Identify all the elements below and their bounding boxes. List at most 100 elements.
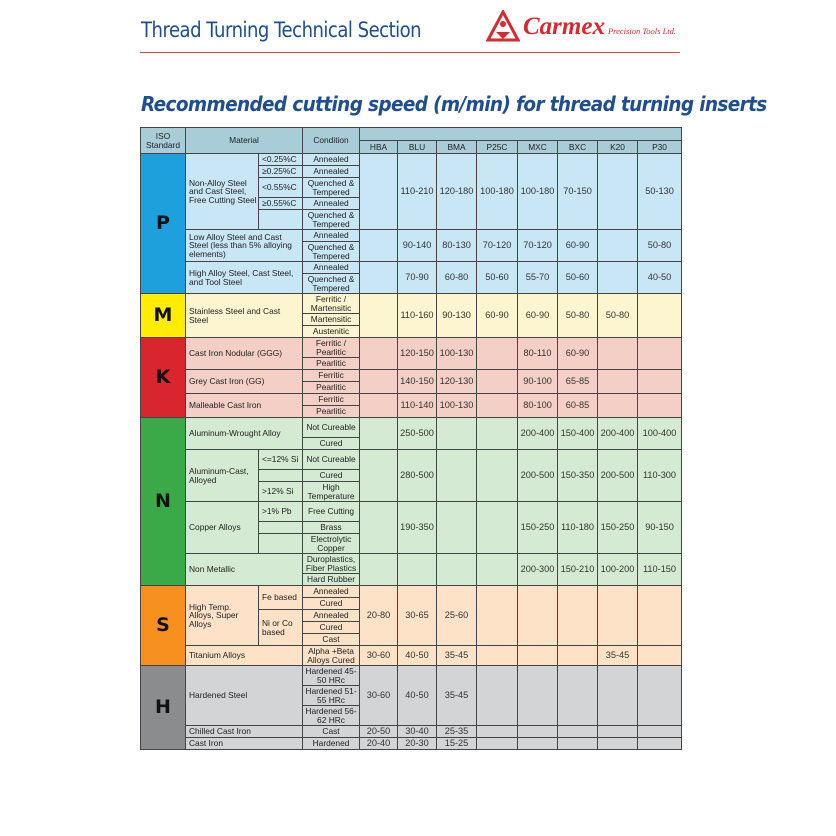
grade-header-p30: P30 [637, 140, 683, 154]
condition-cell: Cured [302, 621, 361, 634]
speed-bxc [557, 645, 599, 666]
speed-p25c [476, 501, 519, 554]
speed-bxc: 150-210 [557, 553, 599, 586]
speed-hba [359, 293, 399, 338]
speed-hba [359, 393, 399, 418]
speed-hba [359, 553, 399, 586]
speed-p30: 100-400 [637, 417, 683, 450]
iso-letter-k: K [140, 337, 186, 418]
condition-cell: Martensitic [302, 313, 361, 326]
speed-mxc: 90-100 [517, 369, 559, 394]
condition-cell: Cast [302, 725, 361, 738]
speed-hba: 20-40 [359, 737, 399, 750]
table-row: H Hardened Steel Hardened 45-50 HRc 30-60 40… [140, 665, 683, 750]
speed-blu: 90-140 [397, 229, 438, 262]
speed-blu [397, 553, 438, 586]
grade-header-bxc: BXC [557, 140, 599, 154]
speed-mxc: 200-300 [517, 553, 559, 586]
material-subtype: <0.55%C [257, 177, 304, 198]
condition-cell: Ferritic [302, 369, 361, 382]
speed-blu: 110-140 [397, 393, 438, 418]
material-subtype: Ni or Co based [257, 609, 304, 646]
table-row: Titanium Alloys Alpha +Beta Alloys Cured 3… [140, 645, 683, 666]
material-subtype: >12% Si [257, 481, 304, 502]
speed-hba [359, 501, 399, 554]
speed-k20 [597, 585, 639, 646]
speed-mxc [517, 585, 559, 646]
speed-bxc: 150-400 [557, 417, 599, 450]
speed-bxc: 60-85 [557, 393, 599, 418]
speed-bxc: 50-80 [557, 293, 599, 338]
material-name: Cast Iron Nodular (GGG) [184, 337, 304, 370]
speed-blu: 30-40 [397, 725, 438, 738]
condition-cell: Hardened 56-62 HRc [302, 705, 361, 726]
speed-hba [359, 153, 399, 230]
iso-letter-s: S [140, 585, 186, 666]
logo-name: Carmex [523, 13, 605, 40]
speed-k20 [597, 369, 639, 394]
grade-header-mxc: MXC [517, 140, 559, 154]
material-subtype: ≥0.25%C [257, 165, 304, 178]
grade-header-bma: BMA [436, 140, 478, 154]
speed-bma: 90-130 [436, 293, 478, 338]
material-name: Copper Alloys [185, 501, 259, 554]
speed-k20: 100-200 [597, 553, 639, 586]
speed-k20 [597, 261, 639, 294]
material-subtype: Fe based [257, 585, 304, 610]
speed-p25c: 50-60 [476, 261, 519, 294]
speed-bxc: 60-90 [557, 229, 599, 262]
condition-cell: Hardened [302, 737, 361, 750]
table-title: Recommended cutting speed (m/min) for th… [141, 92, 767, 116]
speed-bxc [557, 585, 599, 646]
speed-bxc: 65-85 [557, 369, 599, 394]
speed-hba [359, 417, 399, 450]
material-name: Aluminum-Wrought Alloy [184, 417, 304, 450]
speed-k20: 200-400 [597, 417, 639, 450]
speed-p30: 110-300 [637, 449, 683, 502]
speed-hba [359, 369, 399, 394]
table-row: M Stainless Steel and Cast Steel Ferritic … [140, 293, 683, 338]
speed-p30 [637, 293, 683, 338]
condition-cell: Annealed [302, 609, 361, 622]
speed-bxc: 70-150 [557, 153, 599, 230]
header-divider [140, 52, 680, 53]
speed-bma: 100-130 [436, 337, 478, 370]
speed-blu: 20-30 [397, 737, 438, 750]
material-subtype [257, 533, 304, 554]
table-row: High Alloy Steel, Cast Steel, and Tool S… [140, 261, 683, 294]
speed-bma [436, 501, 478, 554]
material-name: Non-Alloy Steel and Cast Steel, Free Cut… [185, 153, 259, 230]
speed-k20 [597, 737, 639, 750]
speed-blu: 110-210 [397, 153, 438, 230]
speed-p30: 40-50 [637, 261, 683, 294]
speed-mxc: 100-180 [517, 153, 559, 230]
speed-p25c: 70-120 [476, 229, 519, 262]
speed-bxc [557, 725, 599, 738]
grade-header-blu: BLU [397, 140, 438, 154]
speed-p25c [476, 665, 519, 726]
speed-k20 [597, 337, 639, 370]
speed-p30 [637, 665, 683, 726]
speed-hba: 20-50 [359, 725, 399, 738]
condition-cell: Pearlitic [302, 381, 361, 394]
speed-blu: 120-150 [397, 337, 438, 370]
speed-blu: 140-150 [397, 369, 438, 394]
header-iso: ISO Standard [140, 127, 186, 154]
speed-bxc: 110-180 [557, 501, 599, 554]
speed-k20 [597, 229, 639, 262]
speed-blu: 40-50 [397, 665, 438, 726]
material-name: Titanium Alloys [184, 645, 304, 666]
speed-bma [436, 449, 478, 502]
speed-bma [436, 417, 478, 450]
table-row: Grey Cast Iron (GG) Ferritic 140-150 120-13… [140, 369, 683, 394]
speed-mxc [517, 725, 559, 738]
speed-p25c [476, 645, 519, 666]
iso-letter-h: H [140, 665, 186, 750]
speed-blu: 250-500 [397, 417, 438, 450]
iso-letter-p: P [140, 153, 186, 294]
speed-k20: 35-45 [597, 645, 639, 666]
speed-p25c [476, 737, 519, 750]
speed-blu: 280-500 [397, 449, 438, 502]
material-subtype: >1% Pb [257, 501, 304, 522]
speed-p30: 110-150 [637, 553, 683, 586]
